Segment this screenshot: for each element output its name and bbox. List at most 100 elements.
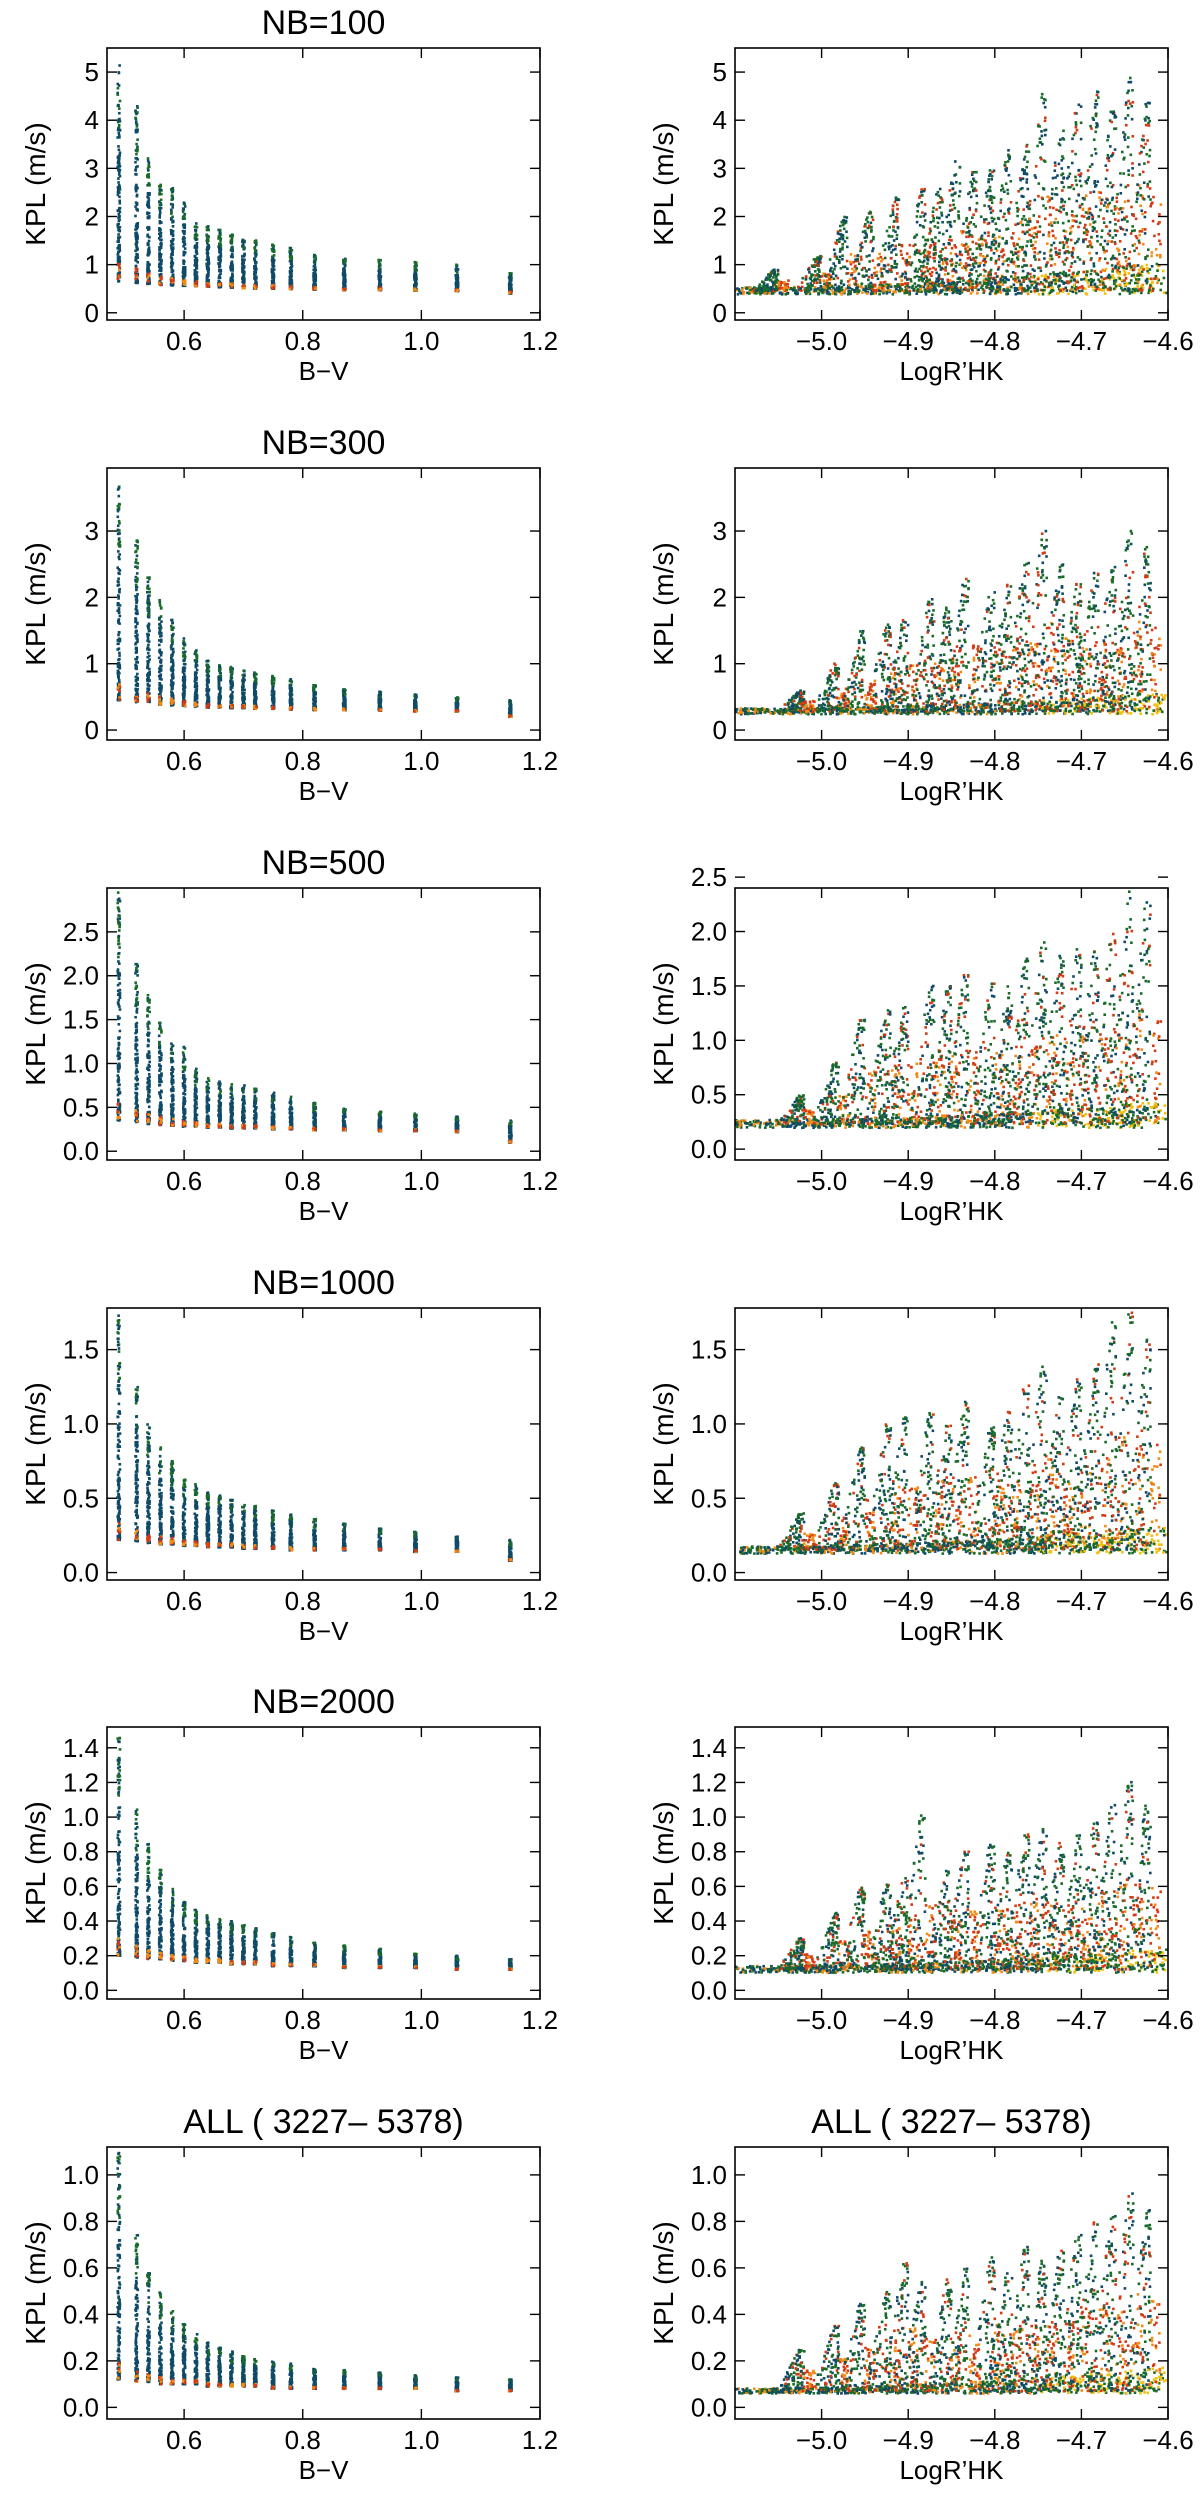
data-point — [1093, 220, 1097, 224]
data-point — [1077, 173, 1081, 177]
data-point — [1033, 254, 1036, 258]
data-point — [949, 225, 953, 228]
data-point — [1101, 281, 1105, 285]
data-point — [255, 285, 258, 289]
data-point — [935, 271, 938, 275]
data-point — [1147, 291, 1150, 295]
data-point — [951, 283, 955, 286]
data-point — [952, 203, 955, 207]
data-point — [909, 278, 912, 281]
data-point — [1070, 184, 1074, 187]
data-point — [1091, 217, 1094, 221]
data-point — [829, 277, 833, 281]
data-point — [969, 292, 973, 295]
data-point — [767, 277, 771, 280]
data-point — [1124, 256, 1127, 259]
data-point — [1089, 124, 1092, 128]
data-point — [817, 268, 821, 272]
data-point — [455, 289, 459, 293]
data-point — [888, 289, 892, 292]
data-point — [1104, 201, 1107, 204]
data-point — [814, 270, 817, 273]
data-point — [968, 256, 972, 259]
data-point — [831, 270, 835, 273]
data-point — [241, 286, 245, 290]
data-point — [920, 190, 923, 194]
data-point — [971, 258, 975, 261]
data-point — [921, 279, 924, 283]
data-point — [134, 116, 137, 120]
data-point — [206, 236, 210, 240]
data-point — [939, 283, 943, 287]
data-point — [1032, 236, 1036, 239]
data-point — [241, 266, 244, 269]
data-point — [1110, 264, 1114, 267]
data-point — [776, 268, 780, 272]
data-point — [147, 164, 151, 167]
data-point — [835, 289, 839, 292]
data-point — [1043, 285, 1046, 288]
data-point — [741, 290, 745, 294]
data-point — [977, 274, 980, 278]
data-point — [1006, 160, 1010, 163]
data-point — [1085, 273, 1088, 276]
data-point — [118, 247, 121, 250]
data-point — [1108, 220, 1112, 224]
data-point — [1125, 264, 1129, 268]
data-point — [117, 168, 120, 172]
data-point — [972, 189, 975, 193]
data-point — [1037, 123, 1040, 127]
data-point — [183, 283, 187, 286]
data-point — [913, 253, 917, 256]
data-point — [923, 203, 927, 206]
data-point — [894, 244, 897, 248]
data-point — [116, 86, 120, 90]
data-point — [937, 292, 941, 296]
data-point — [1148, 101, 1151, 105]
data-point — [843, 240, 847, 243]
data-point — [182, 277, 186, 281]
data-point — [1102, 289, 1105, 292]
data-point — [859, 249, 862, 253]
data-point — [861, 274, 865, 278]
data-point — [954, 246, 958, 249]
data-point — [159, 261, 163, 264]
data-point — [870, 230, 873, 233]
data-point — [962, 222, 965, 225]
data-point — [160, 221, 163, 224]
data-point — [1026, 240, 1029, 243]
data-point — [1077, 169, 1080, 172]
data-point — [1118, 253, 1121, 256]
data-point — [860, 286, 864, 289]
data-point — [1061, 157, 1065, 160]
data-point — [1116, 229, 1119, 233]
data-point — [1047, 281, 1051, 285]
data-point — [1021, 177, 1025, 180]
data-point — [1064, 274, 1068, 278]
data-point — [934, 289, 938, 292]
data-point — [1145, 263, 1148, 267]
data-point — [1022, 158, 1026, 161]
data-point — [1135, 278, 1138, 281]
data-point — [413, 286, 417, 289]
data-point — [1036, 144, 1039, 148]
data-point — [801, 276, 804, 280]
data-point — [118, 207, 121, 210]
data-point — [1144, 256, 1147, 259]
data-point — [194, 229, 198, 233]
data-point — [1092, 138, 1096, 141]
data-point — [170, 194, 174, 198]
data-point — [1001, 262, 1005, 266]
data-point — [772, 281, 775, 285]
data-point — [1150, 251, 1154, 254]
data-point — [819, 284, 823, 288]
data-point — [955, 291, 959, 294]
data-point — [847, 293, 850, 296]
data-point — [1122, 252, 1125, 255]
data-point — [1021, 269, 1025, 273]
data-point — [1141, 212, 1144, 216]
data-point — [1091, 116, 1095, 120]
data-point — [169, 202, 173, 206]
data-point — [1038, 282, 1041, 286]
